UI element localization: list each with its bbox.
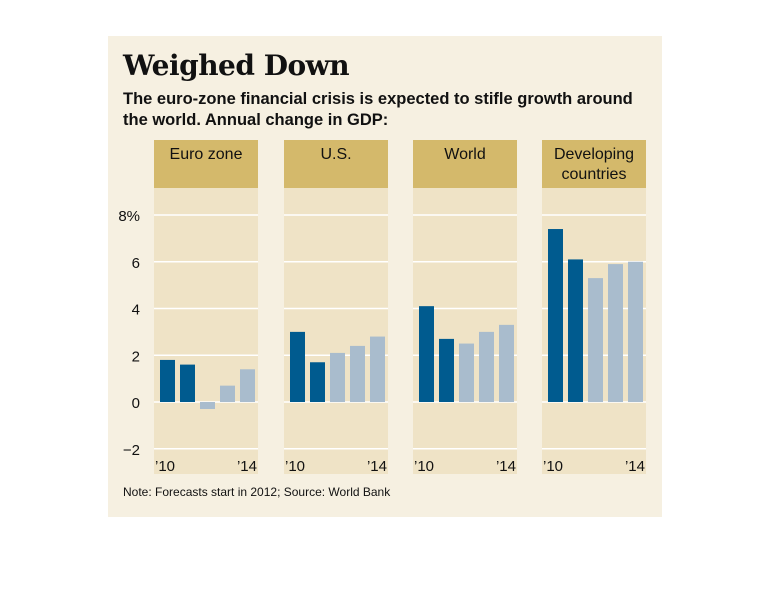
panel-background: [154, 188, 258, 474]
bar: [628, 261, 643, 402]
panel-title: countries: [562, 166, 627, 183]
x-tick-label: ’10: [155, 458, 175, 475]
bar: [370, 336, 385, 402]
y-tick-label: 8%: [118, 208, 140, 225]
bar: [588, 278, 603, 402]
chart-subtitle: The euro-zone financial crisis is expect…: [123, 90, 633, 129]
bar: [290, 331, 305, 402]
y-tick-label: 0: [132, 395, 140, 412]
y-tick-label: 4: [132, 302, 140, 319]
bar: [160, 359, 175, 402]
bar: [200, 402, 215, 410]
bar: [608, 264, 623, 402]
bar: [439, 338, 454, 402]
bar: [499, 324, 514, 402]
x-tick-label: ’14: [237, 458, 257, 475]
x-tick-label: ’10: [414, 458, 434, 475]
panel-title: World: [444, 146, 486, 163]
bar: [568, 259, 583, 402]
x-tick-label: ’14: [367, 458, 387, 475]
panel-title: Developing: [554, 146, 634, 163]
panel-header: [154, 140, 258, 188]
bar: [240, 369, 255, 402]
panel-header: [413, 140, 517, 188]
panel-header: [284, 140, 388, 188]
source-note: Note: Forecasts start in 2012; Source: W…: [123, 485, 391, 499]
bar: [548, 229, 563, 402]
bar: [180, 364, 195, 402]
bar: [220, 385, 235, 402]
panel-title: Euro zone: [170, 146, 243, 163]
bar: [350, 345, 365, 402]
y-tick-label: −2: [123, 442, 140, 459]
y-tick-label: 2: [132, 348, 140, 365]
bar: [310, 362, 325, 402]
panel-header: [542, 140, 646, 188]
x-tick-label: ’10: [543, 458, 563, 475]
panel-background: [284, 188, 388, 474]
x-tick-label: ’14: [625, 458, 645, 475]
y-tick-label: 6: [132, 255, 140, 272]
bar: [330, 352, 345, 402]
x-tick-label: ’14: [496, 458, 516, 475]
bar: [419, 306, 434, 402]
x-tick-label: ’10: [285, 458, 305, 475]
bar: [459, 343, 474, 402]
bar: [479, 331, 494, 402]
panel-title: U.S.: [320, 146, 351, 163]
chart-title: Weighed Down: [123, 49, 350, 82]
